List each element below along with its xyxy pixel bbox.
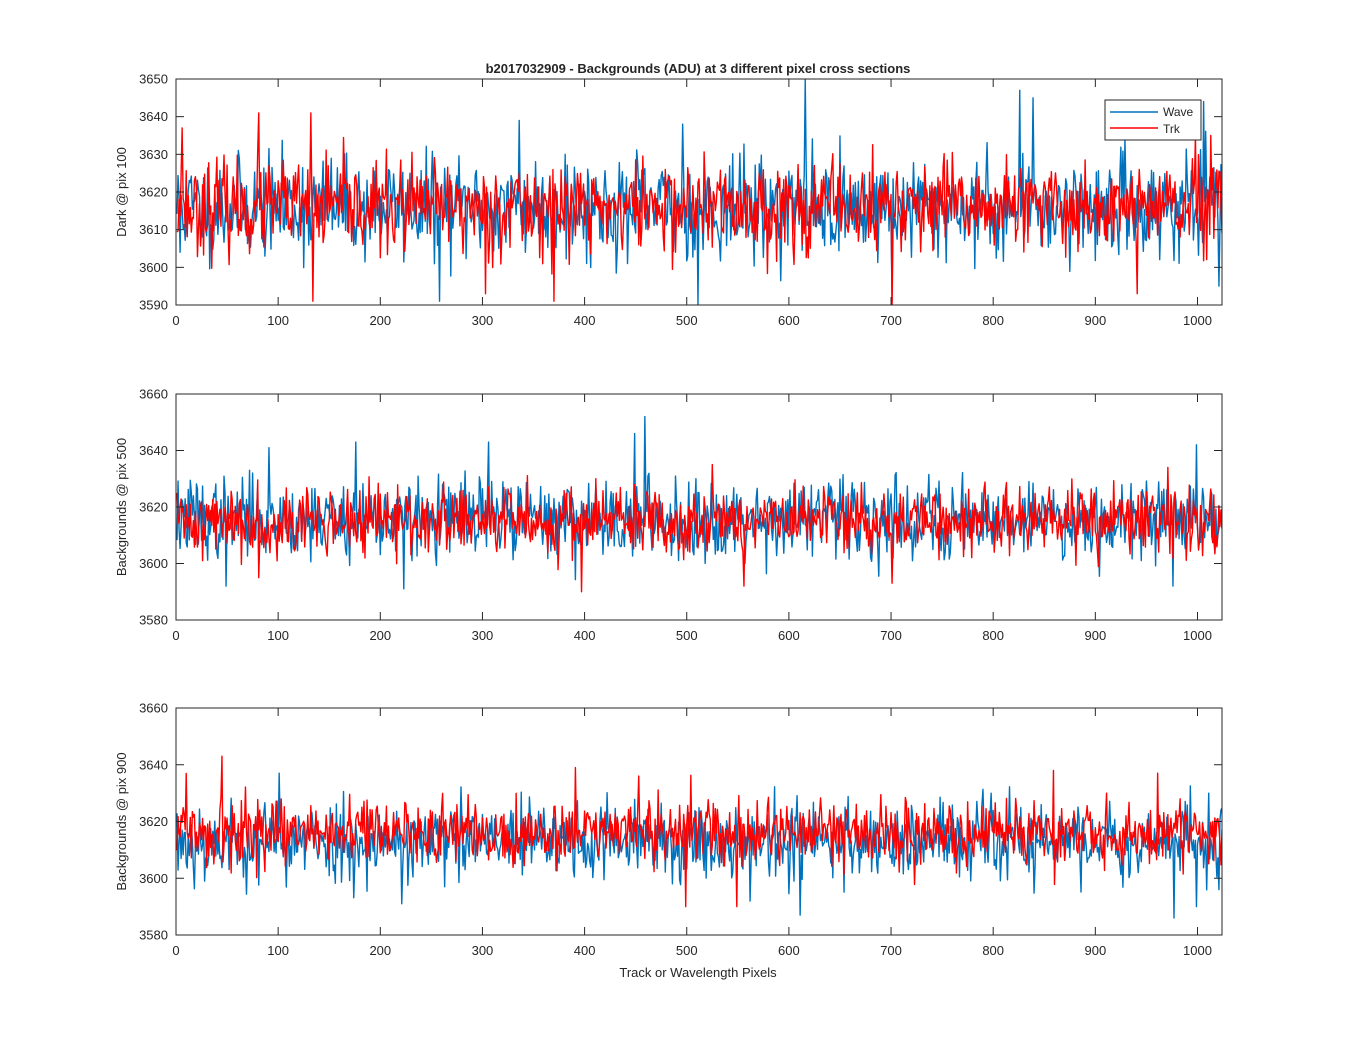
y-tick-label: 3620: [139, 185, 168, 200]
x-tick-label: 200: [369, 628, 391, 643]
y-tick-label: 3650: [139, 72, 168, 87]
x-tick-label: 600: [778, 628, 800, 643]
y-tick-label: 3580: [139, 613, 168, 628]
x-tick-label: 700: [880, 943, 902, 958]
y-tick-label: 3600: [139, 260, 168, 275]
series-line-wave: [176, 772, 1222, 919]
x-tick-label: 1000: [1183, 313, 1212, 328]
x-tick-label: 400: [574, 943, 596, 958]
legend: Wave Trk: [1104, 99, 1202, 141]
y-tick-label: 3600: [139, 871, 168, 886]
x-tick-label: 500: [676, 313, 698, 328]
y-tick-label: 3620: [139, 814, 168, 829]
x-tick-label: 900: [1084, 628, 1106, 643]
y-tick-label: 3660: [139, 701, 168, 716]
x-tick-label: 0: [172, 943, 179, 958]
x-tick-label: 800: [982, 628, 1004, 643]
y-tick-label: 3640: [139, 443, 168, 458]
x-tick-label: 1000: [1183, 943, 1212, 958]
legend-label-trk: Trk: [1163, 122, 1181, 136]
x-tick-label: 200: [369, 943, 391, 958]
x-tick-label: 700: [880, 628, 902, 643]
x-tick-label: 800: [982, 313, 1004, 328]
panel-1: 0 100 200 300 400 500 600 700 800 900 1000 3590 3600…: [114, 72, 1223, 328]
x-tick-label: 300: [472, 943, 494, 958]
x-tick-label: 300: [472, 313, 494, 328]
panel-3: 0 100 200 300 400 500 600 700 800 900 1000 3580 3600…: [114, 701, 1223, 958]
figure-title: b2017032909 - Backgrounds (ADU) at 3 dif…: [486, 61, 911, 76]
x-tick-label: 900: [1084, 313, 1106, 328]
y-tick-label: 3640: [139, 109, 168, 124]
x-tick-label: 100: [267, 313, 289, 328]
series-line-trk: [176, 755, 1222, 908]
y-axis-label: Backgrounds @ pix 900: [114, 752, 129, 890]
y-tick-label: 3590: [139, 298, 168, 313]
y-tick-label: 3610: [139, 222, 168, 237]
y-axis-label: Backgrounds @ pix 500: [114, 438, 129, 576]
panel-2: 0 100 200 300 400 500 600 700 800 900 1000 3580 3600…: [114, 387, 1223, 643]
series-line-trk: [176, 112, 1222, 305]
x-tick-label: 0: [172, 628, 179, 643]
x-tick-label: 700: [880, 313, 902, 328]
y-tick-label: 3660: [139, 387, 168, 402]
x-tick-label: 100: [267, 628, 289, 643]
legend-box: [1104, 99, 1202, 141]
x-tick-label: 600: [778, 943, 800, 958]
x-tick-label: 300: [472, 628, 494, 643]
y-axis-label: Dark @ pix 100: [114, 147, 129, 237]
x-tick-label: 200: [369, 313, 391, 328]
x-tick-label: 600: [778, 313, 800, 328]
y-tick-label: 3620: [139, 500, 168, 515]
x-tick-label: 500: [676, 628, 698, 643]
panels: 0 100 200 300 400 500 600 700 800 900 100035903600…: [114, 72, 1223, 958]
series-line-trk: [176, 463, 1222, 593]
x-tick-label: 900: [1084, 943, 1106, 958]
y-tick-label: 3600: [139, 556, 168, 571]
x-tick-label: 800: [982, 943, 1004, 958]
x-tick-label: 0: [172, 313, 179, 328]
x-tick-label: 1000: [1183, 628, 1212, 643]
x-tick-label: 500: [676, 943, 698, 958]
x-tick-label: 400: [574, 313, 596, 328]
y-tick-label: 3640: [139, 757, 168, 772]
x-tick-label: 400: [574, 628, 596, 643]
x-tick-label: 100: [267, 943, 289, 958]
y-tick-label: 3630: [139, 147, 168, 162]
series-line-wave: [176, 415, 1222, 590]
legend-label-wave: Wave: [1163, 105, 1194, 119]
y-tick-label: 3580: [139, 928, 168, 943]
x-axis-label: Track or Wavelength Pixels: [619, 965, 777, 980]
